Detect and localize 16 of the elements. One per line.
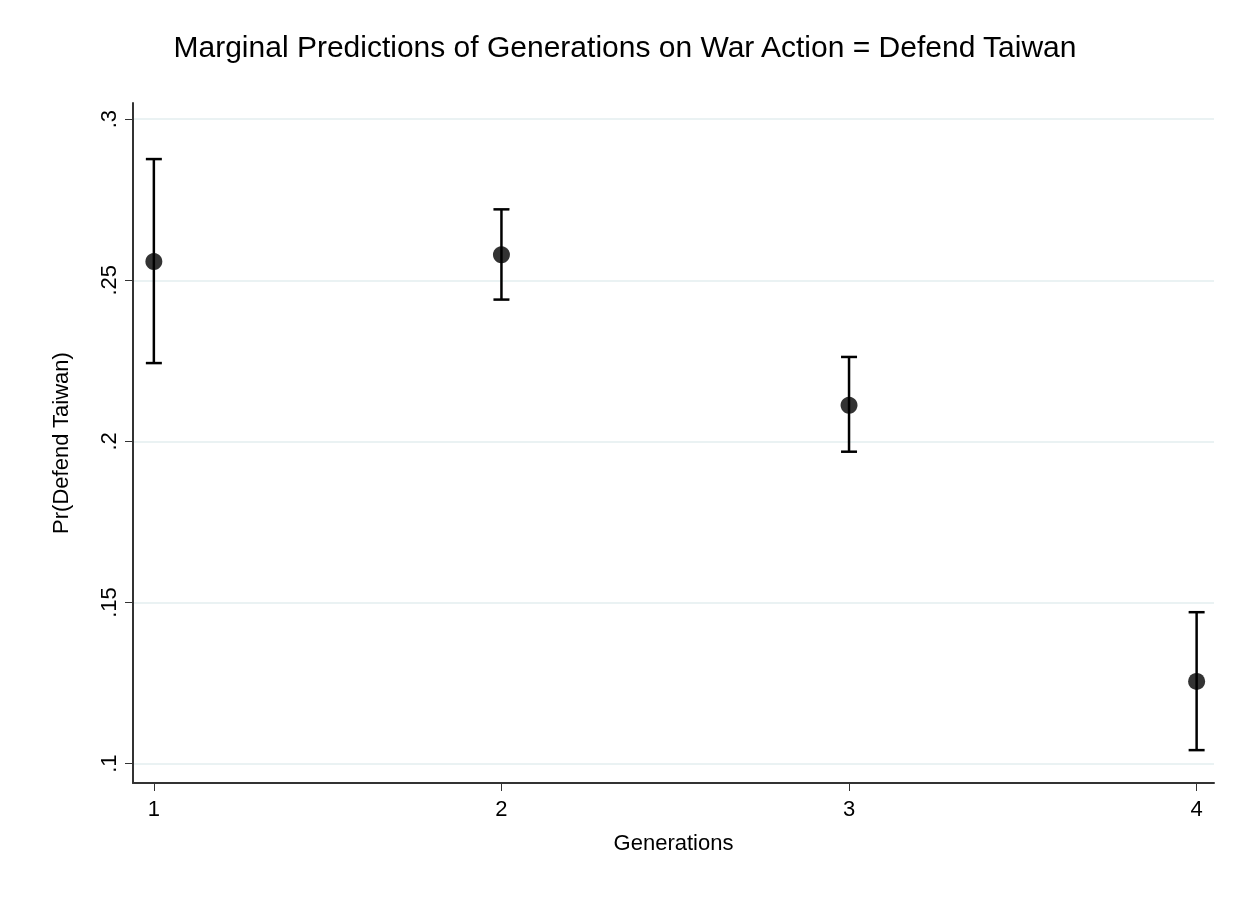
x-tick-label: 1 bbox=[147, 795, 160, 821]
x-tick-label: 3 bbox=[842, 795, 856, 821]
y-axis-title: Pr(Defend Taiwan) bbox=[47, 352, 73, 534]
y-tick-label: .2 bbox=[95, 432, 121, 451]
point bbox=[145, 253, 163, 271]
y-tick-label: .1 bbox=[95, 754, 121, 773]
point bbox=[840, 396, 858, 414]
chart-title: Marginal Predictions of Generations on War Action = Defend Taiwan bbox=[173, 29, 1077, 63]
point bbox=[492, 246, 510, 264]
point bbox=[1188, 672, 1206, 690]
x-axis-title: Generations bbox=[613, 829, 734, 855]
y-tick-label: .25 bbox=[95, 264, 121, 296]
x-tick-label: 4 bbox=[1190, 795, 1203, 821]
x-tick-label: 2 bbox=[495, 795, 508, 821]
y-tick-label: .15 bbox=[95, 587, 121, 618]
y-tick-label: .3 bbox=[95, 109, 121, 129]
